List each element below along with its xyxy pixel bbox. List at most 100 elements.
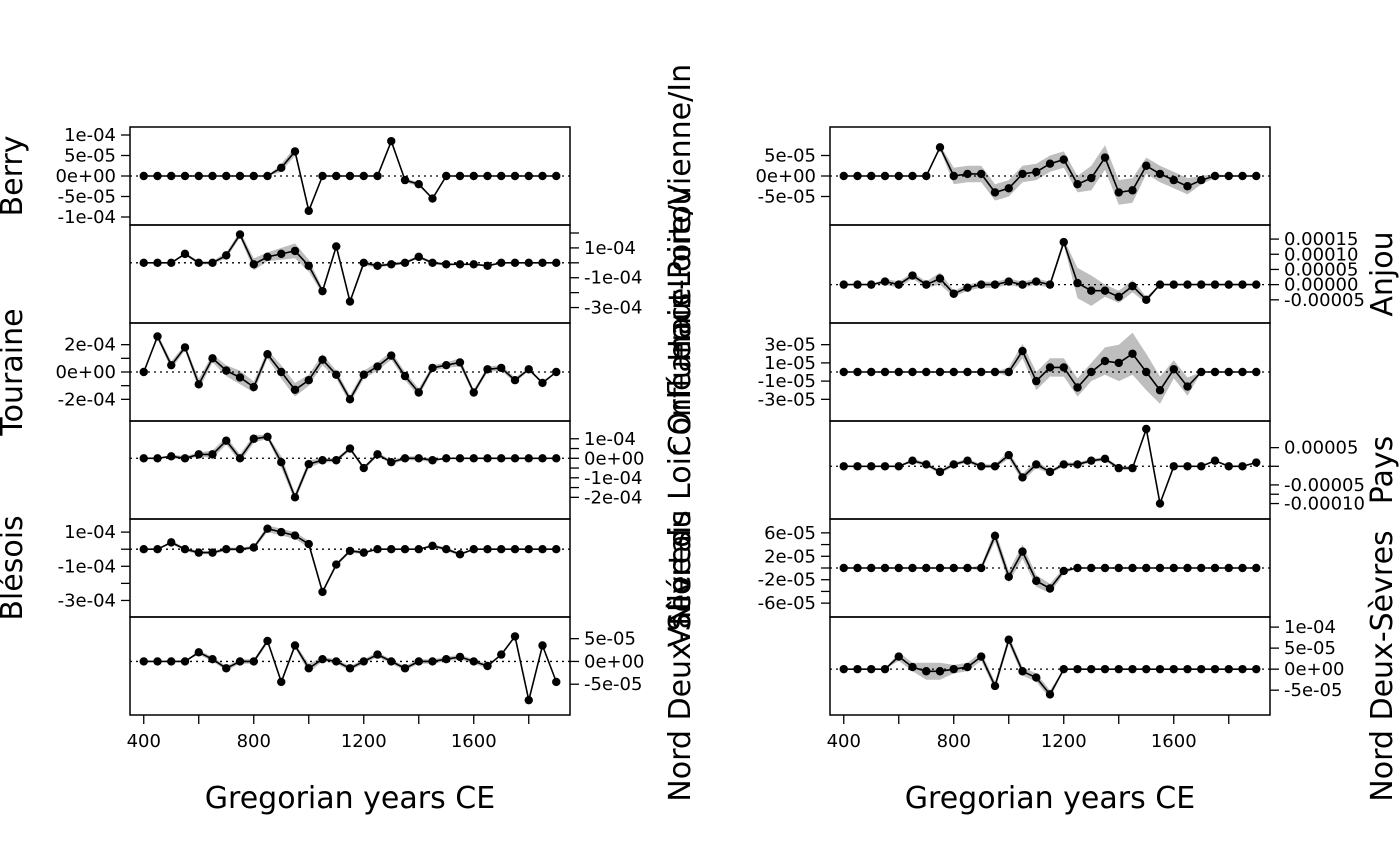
data-point <box>332 560 341 569</box>
data-point <box>935 467 945 477</box>
y-tick-label: 6e-05 <box>764 523 816 544</box>
confidence-band <box>843 239 1257 306</box>
data-point <box>949 563 958 573</box>
data-point <box>1183 563 1192 573</box>
data-point <box>167 452 176 461</box>
data-point <box>304 664 313 673</box>
data-point <box>332 456 341 465</box>
panel: 2e-04 0e+00 -2e-04 Touraine <box>0 308 571 437</box>
data-point <box>1142 161 1151 170</box>
data-point <box>977 462 986 471</box>
data-point <box>483 454 492 463</box>
data-point <box>1169 563 1178 573</box>
data-point <box>1100 286 1110 295</box>
data-point <box>290 641 300 650</box>
data-point <box>387 657 396 666</box>
data-point <box>1114 358 1123 368</box>
data-point <box>1128 563 1137 573</box>
data-point <box>1018 280 1027 289</box>
data-point <box>222 366 231 375</box>
data-point <box>839 280 848 289</box>
y-tick-label: -1e-05 <box>758 371 816 392</box>
data-point <box>894 563 903 573</box>
y-tick-label: -5e-05 <box>584 674 642 695</box>
y-tick-label: -3e-04 <box>58 590 116 611</box>
data-point <box>428 541 437 550</box>
data-point <box>1128 186 1137 195</box>
panel-label: Nord Deux-Sèvres <box>663 530 698 801</box>
data-point <box>387 457 396 467</box>
data-point <box>1197 175 1206 185</box>
data-point <box>963 283 972 292</box>
data-point <box>510 171 520 181</box>
data-point <box>428 456 437 465</box>
y-tick-label: 0.00000 <box>1284 275 1358 296</box>
data-point <box>880 367 890 377</box>
data-point <box>963 169 972 179</box>
data-point <box>963 563 972 573</box>
data-point <box>455 652 465 662</box>
data-point <box>552 171 561 181</box>
y-tick-label: 0e+00 <box>584 448 645 469</box>
data-point <box>497 171 506 181</box>
data-point <box>1045 690 1055 699</box>
data-point <box>977 652 986 661</box>
data-point <box>153 332 162 341</box>
data-point <box>1252 664 1261 674</box>
data-point <box>949 367 958 377</box>
y-tick-label: -1e-04 <box>58 556 116 577</box>
data-point <box>1018 547 1027 556</box>
data-point <box>990 681 1000 691</box>
data-point <box>1169 462 1178 471</box>
y-tick-label: -5e-05 <box>758 187 816 208</box>
data-point <box>249 171 258 181</box>
data-point <box>1032 376 1041 386</box>
data-point <box>1197 664 1206 674</box>
data-point <box>387 351 396 360</box>
data-point <box>442 545 451 554</box>
y-tick-label: 2e-04 <box>64 335 116 356</box>
data-point <box>839 664 848 674</box>
y-tick-label: 1e-04 <box>1284 617 1336 638</box>
data-point <box>235 373 245 382</box>
data-point <box>139 258 148 268</box>
data-point <box>880 563 890 573</box>
data-point <box>1100 356 1110 366</box>
y-tick-label: 5e-05 <box>1284 638 1336 659</box>
data-point <box>359 463 368 473</box>
panel: 1e-04 -1e-04 -3e-04 Blésois <box>0 515 571 621</box>
data-point <box>1059 155 1068 164</box>
data-point <box>139 454 148 463</box>
data-point <box>249 657 258 666</box>
data-point <box>1169 365 1178 374</box>
confidence-band <box>143 231 557 304</box>
data-point <box>414 657 423 666</box>
panel-frame <box>129 616 571 716</box>
data-point <box>263 350 272 359</box>
series-line <box>843 637 1257 696</box>
y-tick-label: 5e-05 <box>764 146 816 167</box>
data-point <box>1059 237 1068 247</box>
data-point <box>552 545 561 554</box>
data-point <box>894 171 903 181</box>
y-tick-label: 2e-05 <box>764 546 816 567</box>
data-point <box>1087 563 1096 573</box>
data-point <box>1100 153 1110 162</box>
data-point <box>167 360 176 370</box>
data-point <box>1210 367 1220 377</box>
data-point <box>538 171 547 181</box>
y-tick-label: -0.00005 <box>1284 475 1365 496</box>
series-line <box>143 527 557 595</box>
data-point <box>373 171 382 181</box>
data-point <box>1114 188 1123 197</box>
data-point <box>1224 171 1233 181</box>
data-point <box>222 171 231 181</box>
data-point <box>400 371 410 381</box>
data-point <box>318 355 327 364</box>
x-tick-label: 1200 <box>341 731 387 752</box>
y-tick-label: 0.00010 <box>1284 244 1358 265</box>
data-point <box>1059 363 1068 372</box>
